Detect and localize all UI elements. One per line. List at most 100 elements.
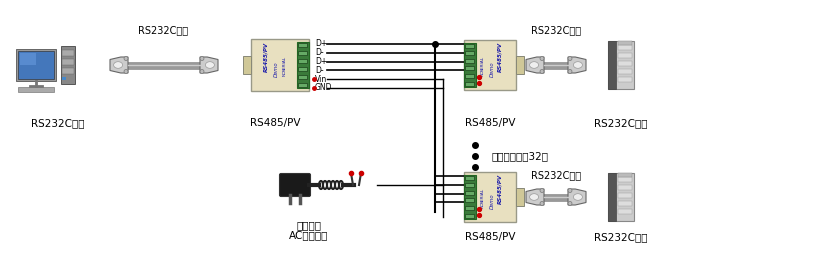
Bar [16,49,56,81]
Circle shape [200,56,204,61]
Circle shape [568,202,572,205]
Bar [298,75,308,80]
Bar [466,199,474,202]
Text: RS485/PV: RS485/PV [465,232,515,242]
Text: GND: GND [315,83,333,93]
Bar [18,51,54,79]
Bar [618,61,632,66]
Bar [466,52,474,55]
Bar [618,201,632,206]
Ellipse shape [574,62,582,68]
Bar [618,69,632,74]
Bar [18,87,54,92]
Text: RS232C直結: RS232C直結 [138,25,188,35]
Text: NO: NO [283,70,287,76]
Bar [466,177,474,179]
Text: RS485/PV: RS485/PV [497,174,502,204]
Bar [299,51,307,55]
Bar [298,58,308,63]
Bar [608,41,616,89]
Text: RS485/PV: RS485/PV [497,42,502,72]
Bar [618,41,632,45]
Bar [20,53,36,65]
Ellipse shape [206,62,214,68]
Circle shape [124,56,128,61]
Circle shape [540,202,544,205]
Text: Demo: Demo [490,193,495,209]
Bar [465,66,475,71]
Bar [299,83,307,87]
Circle shape [200,69,204,74]
Bar [466,192,474,195]
Bar [618,177,632,182]
Bar [618,45,632,50]
Bar [608,173,616,221]
Text: RS232C機器: RS232C機器 [594,232,648,242]
Bar [465,213,475,218]
Bar [243,56,251,74]
Text: RS232C機器: RS232C機器 [594,118,648,128]
Ellipse shape [529,62,538,68]
Bar [466,44,474,48]
Circle shape [568,56,572,61]
Bar [516,188,524,206]
Bar [618,209,632,214]
Text: 最大接続台数32台: 最大接続台数32台 [491,151,548,161]
Text: NO: NO [481,70,485,76]
Bar [464,175,476,219]
Bar [465,206,475,211]
Bar [464,43,476,87]
Bar [466,75,474,78]
Bar [618,77,632,82]
FancyBboxPatch shape [280,173,311,197]
Text: RS485/PV: RS485/PV [264,42,269,72]
Bar [62,59,74,65]
Bar [465,183,475,188]
Text: 標準添付: 標準添付 [297,220,322,230]
Bar [297,42,309,88]
Circle shape [568,69,572,74]
Bar [251,39,309,91]
Bar [299,68,307,70]
Bar [466,82,474,86]
Bar [608,41,634,89]
Bar [466,214,474,218]
Text: SERIAL: SERIAL [481,187,485,203]
Circle shape [540,56,544,61]
Polygon shape [568,189,586,205]
Bar [618,185,632,190]
Polygon shape [526,189,544,205]
Text: NO: NO [481,202,485,208]
Text: D-: D- [315,48,323,57]
Bar [608,173,634,221]
Bar [466,67,474,70]
Text: RS485/PV: RS485/PV [249,118,300,128]
Text: RS232C機器: RS232C機器 [31,118,85,128]
Bar [298,67,308,72]
Text: SERIAL: SERIAL [481,55,485,70]
Text: RS232C直結: RS232C直結 [531,25,581,35]
Bar [299,60,307,62]
Circle shape [540,69,544,74]
Circle shape [568,188,572,192]
Circle shape [540,188,544,192]
Bar [466,184,474,187]
Text: Demo: Demo [274,61,279,77]
Text: D+: D+ [315,40,328,49]
Bar [465,81,475,87]
Bar [62,77,66,80]
Bar [618,193,632,198]
Bar [466,60,474,63]
Bar [466,207,474,210]
Text: Demo: Demo [490,61,495,77]
Ellipse shape [529,194,538,200]
Text: SERIAL: SERIAL [283,55,287,70]
Bar [298,82,308,88]
Bar [465,43,475,49]
Bar [465,176,475,180]
Text: D+: D+ [315,57,328,66]
Ellipse shape [574,194,582,200]
Text: ACアダプタ: ACアダプタ [289,230,328,240]
Text: D-: D- [315,66,323,75]
Ellipse shape [113,62,123,68]
